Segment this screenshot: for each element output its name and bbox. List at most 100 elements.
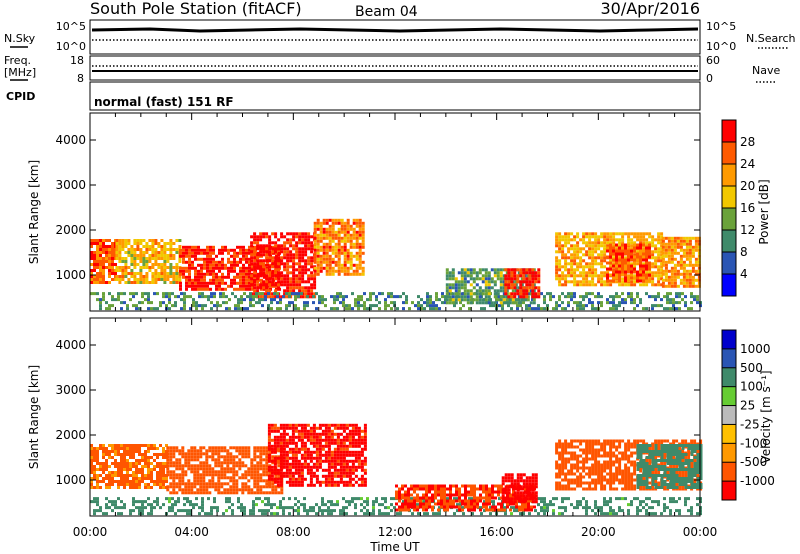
data-cell (301, 286, 305, 290)
data-cell (499, 277, 503, 281)
data-cell (190, 488, 194, 492)
data-cell (327, 471, 331, 475)
data-cell (303, 307, 306, 311)
data-cell (160, 263, 164, 266)
data-cell (244, 485, 248, 489)
data-cell (366, 509, 369, 513)
data-cell (573, 259, 577, 263)
data-cell (327, 468, 331, 472)
data-cell (99, 263, 102, 266)
data-cell (294, 497, 297, 501)
data-cell (510, 271, 514, 275)
data-cell (660, 259, 664, 263)
data-cell (250, 262, 254, 266)
data-cell (531, 292, 535, 296)
data-cell (340, 221, 344, 225)
data-cell (645, 283, 649, 287)
data-cell (346, 224, 350, 228)
data-cell (126, 304, 129, 308)
data-cell (315, 444, 319, 448)
data-cell (630, 252, 633, 256)
data-cell (147, 471, 150, 474)
data-cell (93, 465, 96, 468)
data-cell (636, 238, 640, 242)
data-cell (135, 304, 138, 308)
data-cell (354, 456, 358, 460)
data-cell (555, 256, 559, 260)
data-cell (606, 271, 610, 275)
data-cell (600, 265, 604, 269)
data-cell (199, 482, 203, 486)
data-cell (499, 271, 503, 275)
data-cell (642, 264, 645, 268)
data-cell (372, 503, 375, 507)
data-cell (463, 289, 467, 293)
data-cell (132, 304, 135, 308)
data-cell (297, 509, 300, 513)
data-cell (133, 263, 137, 266)
data-cell (196, 479, 200, 483)
data-cell (99, 307, 102, 311)
data-cell (242, 251, 245, 255)
data-cell (123, 506, 126, 510)
data-cell (274, 274, 278, 278)
data-cell (651, 250, 655, 254)
data-cell (648, 279, 651, 283)
data-cell (325, 269, 329, 273)
data-cell (606, 249, 609, 253)
data-cell (218, 281, 221, 285)
data-cell (93, 450, 96, 453)
data-cell (279, 477, 283, 481)
data-cell (271, 283, 275, 287)
data-cell (90, 278, 93, 281)
data-cell (239, 287, 242, 291)
data-cell (615, 273, 618, 277)
data-cell (179, 266, 182, 270)
data-cell (460, 292, 464, 296)
data-cell (197, 269, 200, 273)
data-cell (435, 292, 438, 296)
data-cell (262, 271, 266, 275)
data-cell (682, 254, 686, 258)
sky-tick-bottom: 10^0 (56, 40, 86, 53)
data-cell (357, 298, 360, 302)
data-cell (163, 281, 167, 284)
data-cell (233, 254, 236, 258)
data-cell (331, 257, 335, 261)
data-cell (135, 465, 138, 468)
data-cell (673, 239, 677, 243)
data-cell (183, 304, 186, 308)
data-cell (675, 307, 678, 311)
data-cell (221, 281, 224, 285)
data-cell (300, 444, 304, 448)
data-cell (175, 278, 179, 281)
data-cell (352, 254, 356, 258)
data-cell (396, 512, 399, 516)
data-cell (265, 461, 269, 465)
data-cell (451, 277, 455, 281)
data-cell (294, 456, 298, 460)
data-cell (618, 261, 621, 265)
data-cell (570, 247, 574, 251)
data-cell (192, 301, 195, 305)
data-cell (212, 251, 215, 255)
data-cell (657, 235, 661, 239)
data-cell (679, 266, 683, 270)
data-cell (498, 295, 501, 299)
data-cell (645, 267, 648, 271)
data-cell (304, 244, 308, 248)
data-cell (651, 271, 655, 275)
data-cell (108, 307, 111, 311)
data-cell (636, 243, 639, 247)
data-cell (516, 307, 519, 311)
data-cell (363, 468, 367, 472)
data-cell (105, 506, 108, 510)
data-cell (579, 250, 583, 254)
data-cell (285, 459, 289, 463)
data-cell (481, 301, 485, 305)
data-cell (682, 278, 686, 282)
data-cell (327, 423, 331, 427)
data-cell (630, 238, 634, 242)
data-cell (273, 426, 277, 430)
data-cell (402, 500, 405, 504)
